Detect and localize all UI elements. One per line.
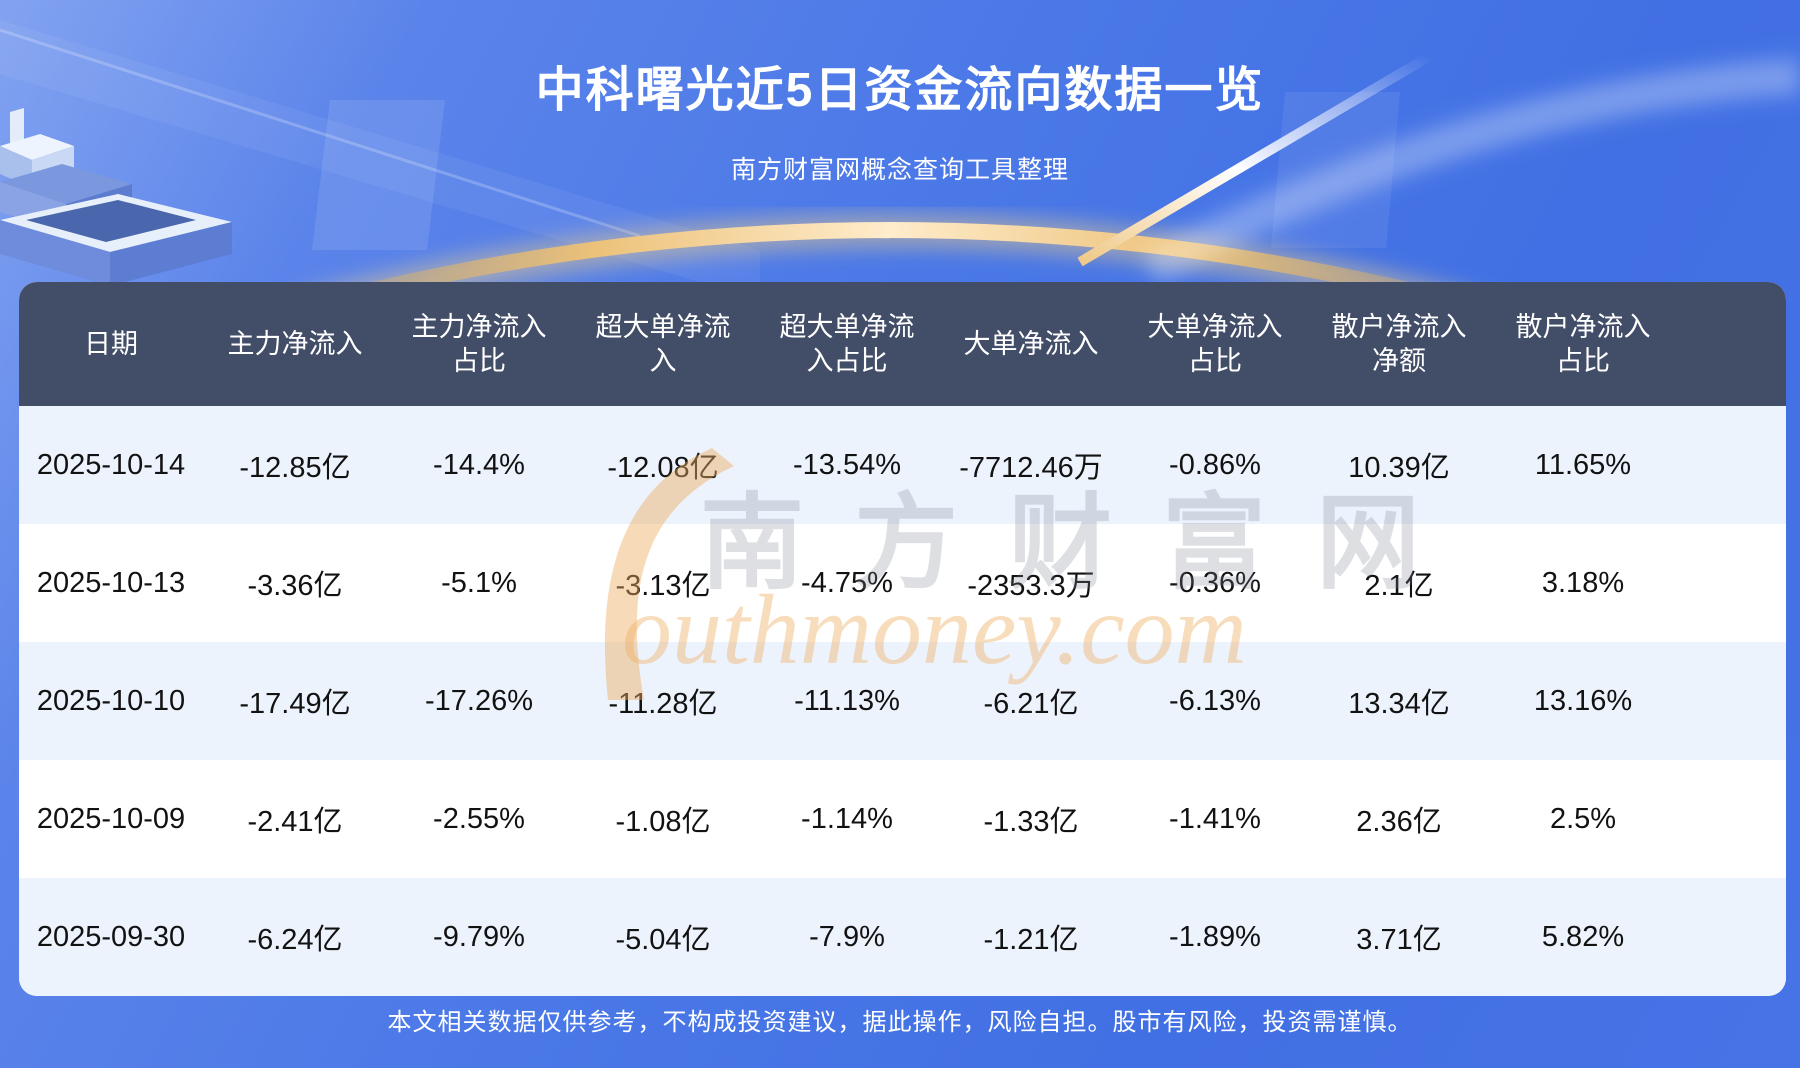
- table-cell: 3.18%: [1541, 566, 1625, 599]
- column-header: 超大单净流 入: [595, 312, 731, 376]
- table-cell: 2.5%: [1549, 802, 1617, 835]
- column-header: 主力净流入 占比: [411, 312, 547, 376]
- table-cell: -12.85亿: [239, 452, 351, 484]
- table-cell: -11.13%: [794, 684, 900, 717]
- table-cell: -3.36亿: [247, 570, 343, 602]
- column-header: 日期: [84, 329, 138, 359]
- table-cell: 2025-10-13: [36, 566, 186, 599]
- table-cell: -17.26%: [424, 684, 533, 717]
- table-cell: -7712.46万: [959, 452, 1103, 484]
- table-cell: -6.13%: [1169, 684, 1261, 717]
- table-cell: -2.55%: [433, 802, 525, 835]
- table-cell: 2.36亿: [1356, 806, 1442, 838]
- table-cell: 10.39亿: [1348, 452, 1450, 484]
- table-cell: 2025-10-14: [36, 448, 186, 481]
- table-cell: -1.89%: [1169, 920, 1261, 953]
- column-header: 散户净流入 占比: [1515, 312, 1651, 376]
- table-cell: -3.13亿: [615, 570, 711, 602]
- table-cell: -7.9%: [809, 920, 885, 953]
- table-cell: -0.36%: [1169, 566, 1261, 599]
- table-cell: 13.34亿: [1348, 688, 1450, 720]
- fund-flow-table: 日期 主力净流入 主力净流入 占比 超大单净流 入超大单净流 入占比 大单净流入 大单净流…: [19, 282, 1786, 996]
- isometric-blocks-illustration: [0, 108, 232, 286]
- disclaimer-text: 本文相关数据仅供参考，不构成投资建议，据此操作，风险自担。股市有风险，投资需谨慎…: [387, 1009, 1413, 1036]
- table-row: 2025-10-10 -17.49亿 -17.26% -11.28亿 -11.13% -6…: [19, 642, 1786, 760]
- table-cell: -5.1%: [441, 566, 517, 599]
- table-cell: -1.41%: [1169, 802, 1261, 835]
- table-cell: -11.28亿: [608, 688, 718, 720]
- table-cell: -6.21亿: [983, 688, 1079, 720]
- page-title: 中科曙光近5日资金流向数据一览: [535, 64, 1265, 117]
- table-cell: -1.14%: [801, 802, 893, 835]
- table-cell: -12.08亿: [607, 452, 719, 484]
- table-cell: -1.21亿: [983, 924, 1079, 956]
- table-cell: 2025-10-10: [36, 684, 186, 717]
- table-cell: 2025-09-30: [36, 920, 186, 953]
- table-row: 2025-10-13 -3.36亿 -5.1% -3.13亿 -4.75% -2353.3…: [19, 524, 1786, 642]
- column-header: 主力净流入: [227, 329, 363, 359]
- table-cell: 13.16%: [1533, 684, 1633, 717]
- table-cell: -0.86%: [1169, 448, 1261, 481]
- table-cell: -13.54%: [792, 448, 901, 481]
- table-cell: 3.71亿: [1356, 924, 1442, 956]
- table-cell: 11.65%: [1534, 448, 1632, 481]
- table-cell: 2.1亿: [1364, 570, 1434, 602]
- table-body: 2025-10-14 -12.85亿 -14.4% -12.08亿 -13.54% -77…: [19, 406, 1786, 996]
- column-header: 超大单净流 入占比: [779, 312, 915, 376]
- table-cell: -14.4%: [433, 448, 525, 481]
- table-cell: 5.82%: [1541, 920, 1625, 953]
- table-cell: 2025-10-09: [36, 802, 186, 835]
- table-cell: -1.33亿: [983, 806, 1079, 838]
- table-cell: -9.79%: [433, 920, 525, 953]
- table-cell: -2.41亿: [247, 806, 343, 838]
- column-header: 大单净流入: [963, 329, 1099, 359]
- table-cell: -6.24亿: [247, 924, 343, 956]
- table-row: 2025-09-30 -6.24亿 -9.79% -5.04亿 -7.9% -1.21亿 -…: [19, 878, 1786, 996]
- table-cell: -17.49亿: [239, 688, 351, 720]
- page-subtitle: 南方财富网概念查询工具整理: [730, 156, 1069, 184]
- column-header: 大单净流入 占比: [1147, 312, 1283, 376]
- column-header: 散户净流入 净额: [1331, 312, 1467, 376]
- table-row: 2025-10-09 -2.41亿 -2.55% -1.08亿 -1.14% -1.33亿…: [19, 760, 1786, 878]
- table-cell: -4.75%: [801, 566, 893, 599]
- table-row: 2025-10-14 -12.85亿 -14.4% -12.08亿 -13.54% -77…: [19, 406, 1786, 524]
- table-header-row: 日期 主力净流入 主力净流入 占比 超大单净流 入超大单净流 入占比 大单净流入 大单净流…: [19, 282, 1786, 406]
- table-cell: -1.08亿: [615, 806, 711, 838]
- table-cell: -5.04亿: [615, 924, 711, 956]
- table-cell: -2353.3万: [967, 570, 1095, 602]
